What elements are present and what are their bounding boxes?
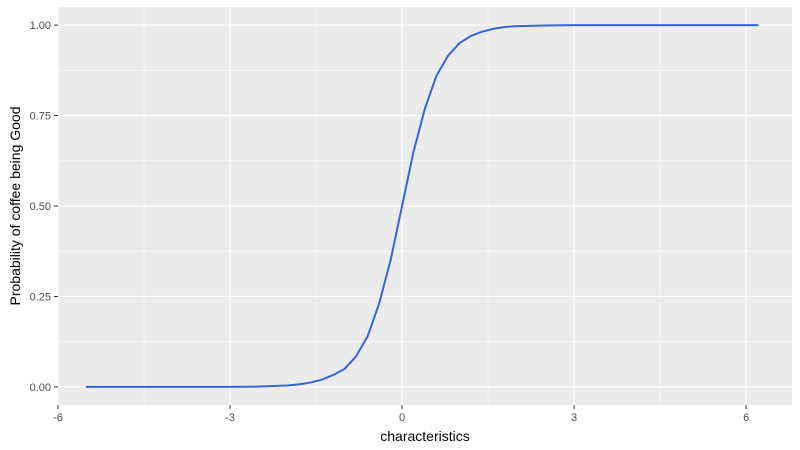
y-axis-ticks: 0.00 0.25 0.50 0.75 1.00 bbox=[30, 20, 58, 394]
probability-curve bbox=[85, 24, 759, 388]
y-tick-label: 0.25 bbox=[30, 291, 51, 303]
x-axis-ticks: -6 -3 0 3 6 bbox=[53, 405, 749, 424]
y-tick-label: 0.50 bbox=[30, 201, 51, 213]
x-tick-label: -6 bbox=[53, 412, 63, 424]
y-axis-title: Probability of coffee being Good bbox=[7, 107, 23, 306]
x-tick-label: 6 bbox=[743, 412, 749, 424]
x-tick-label: 0 bbox=[399, 412, 405, 424]
y-tick-label: 1.00 bbox=[30, 20, 51, 32]
x-axis-title: characteristics bbox=[380, 428, 469, 444]
x-tick-label: 3 bbox=[571, 412, 577, 424]
y-tick-label: 0.00 bbox=[30, 382, 51, 394]
x-tick-label: -3 bbox=[225, 412, 235, 424]
y-tick-label: 0.75 bbox=[30, 111, 51, 123]
